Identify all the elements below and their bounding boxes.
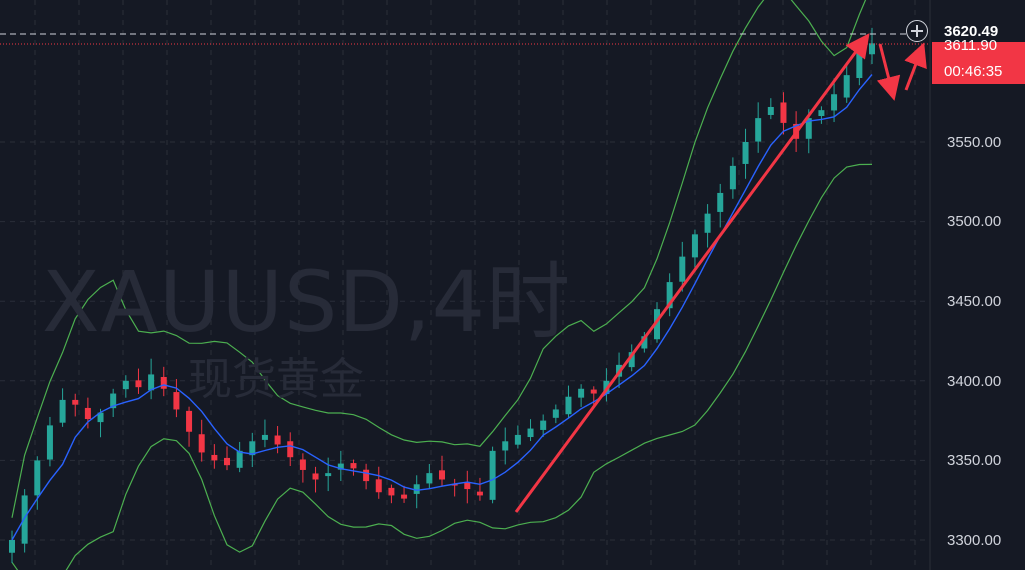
candle-countdown: 00:46:35 [944, 63, 1003, 80]
candle-body [337, 463, 344, 470]
candle-body [552, 409, 559, 418]
candle-body [110, 393, 117, 409]
rally-trend-arrow [514, 33, 870, 513]
candle-body [831, 94, 838, 111]
ma-line [11, 74, 873, 541]
candle-body [211, 454, 218, 461]
candle-body [135, 380, 142, 388]
candle-body [489, 450, 496, 500]
candle-body [84, 407, 91, 420]
candle-body [514, 434, 521, 445]
candle-body [578, 388, 585, 398]
candle-body [704, 213, 711, 233]
bollinger-upper [11, 0, 867, 518]
candle-body [148, 374, 155, 391]
last-price-value: 3611.90 [944, 37, 998, 54]
candle-body [160, 376, 167, 389]
candle-body [856, 49, 863, 79]
candle-body [679, 256, 686, 282]
pullback-arrow [876, 43, 901, 101]
candle-body [186, 410, 193, 432]
chart-grid [0, 0, 930, 570]
candle-body [46, 425, 53, 460]
candle-body [274, 435, 281, 445]
candle-body [287, 441, 294, 458]
candle-body [654, 309, 660, 340]
candle-body [401, 494, 408, 499]
candle-body [261, 434, 268, 440]
candle-body [9, 540, 15, 553]
candle-body [691, 234, 698, 258]
rebound-arrow [904, 42, 927, 91]
trend-annotations [514, 33, 927, 513]
candle-body [742, 142, 749, 164]
candle-body [540, 420, 547, 430]
candle-body [755, 118, 762, 142]
candle-body [122, 380, 129, 390]
candle-body [439, 470, 445, 480]
bollinger-lower [11, 163, 873, 570]
candle-body [767, 106, 774, 115]
candle-body [34, 460, 41, 496]
price-axis-label: 3550.00 [947, 134, 1002, 151]
candle-body [363, 469, 370, 482]
candle-body [97, 412, 104, 423]
candle-body [325, 473, 332, 477]
candle-body [476, 491, 483, 496]
candle-body [717, 192, 724, 212]
candle-body [198, 434, 205, 453]
last-price-tag: 3611.90 00:46:35 [932, 37, 1025, 84]
candle-body [224, 457, 230, 466]
price-axis-label: 3500.00 [947, 213, 1002, 230]
moving-average-line [11, 74, 873, 541]
candle-body [173, 392, 180, 410]
candle-body [729, 165, 736, 190]
price-axis-label: 3400.00 [947, 373, 1002, 390]
current-price-tag: 3620.49 [932, 22, 1025, 42]
candle-body [413, 484, 420, 494]
candle-body [312, 473, 319, 480]
candle-body [805, 118, 812, 139]
candle-body [527, 428, 534, 438]
candle-body [388, 487, 395, 496]
candle-body [628, 352, 635, 368]
candle-body [818, 110, 825, 117]
candle-body [21, 495, 28, 544]
candle-body [426, 473, 433, 484]
candle-body [869, 43, 875, 55]
candle-body [350, 463, 357, 469]
candle-body [590, 389, 597, 394]
candle-body [843, 75, 850, 98]
candle-body [299, 459, 306, 470]
candle-body [59, 399, 66, 423]
watermark-name: 现货黄金 [188, 354, 364, 405]
price-axis-label: 3450.00 [947, 293, 1002, 310]
candle-body [780, 102, 787, 123]
bollinger-bands [11, 0, 873, 570]
watermark-symbol: XAUUSD,4时 [42, 253, 572, 351]
candle-body [375, 479, 382, 493]
candle-body [565, 396, 572, 415]
candle-body [249, 441, 256, 456]
price-axis-label: 3300.00 [947, 532, 1002, 549]
candlesticks [9, 27, 875, 564]
candle-body [464, 482, 471, 490]
plus-circle-icon[interactable] [906, 20, 928, 42]
candle-body [236, 450, 243, 468]
candle-body [451, 484, 458, 486]
candle-body [641, 336, 648, 349]
candle-body [666, 282, 673, 309]
price-axis-label: 3350.00 [947, 452, 1002, 469]
candle-body [502, 441, 509, 451]
candle-body [72, 399, 79, 405]
